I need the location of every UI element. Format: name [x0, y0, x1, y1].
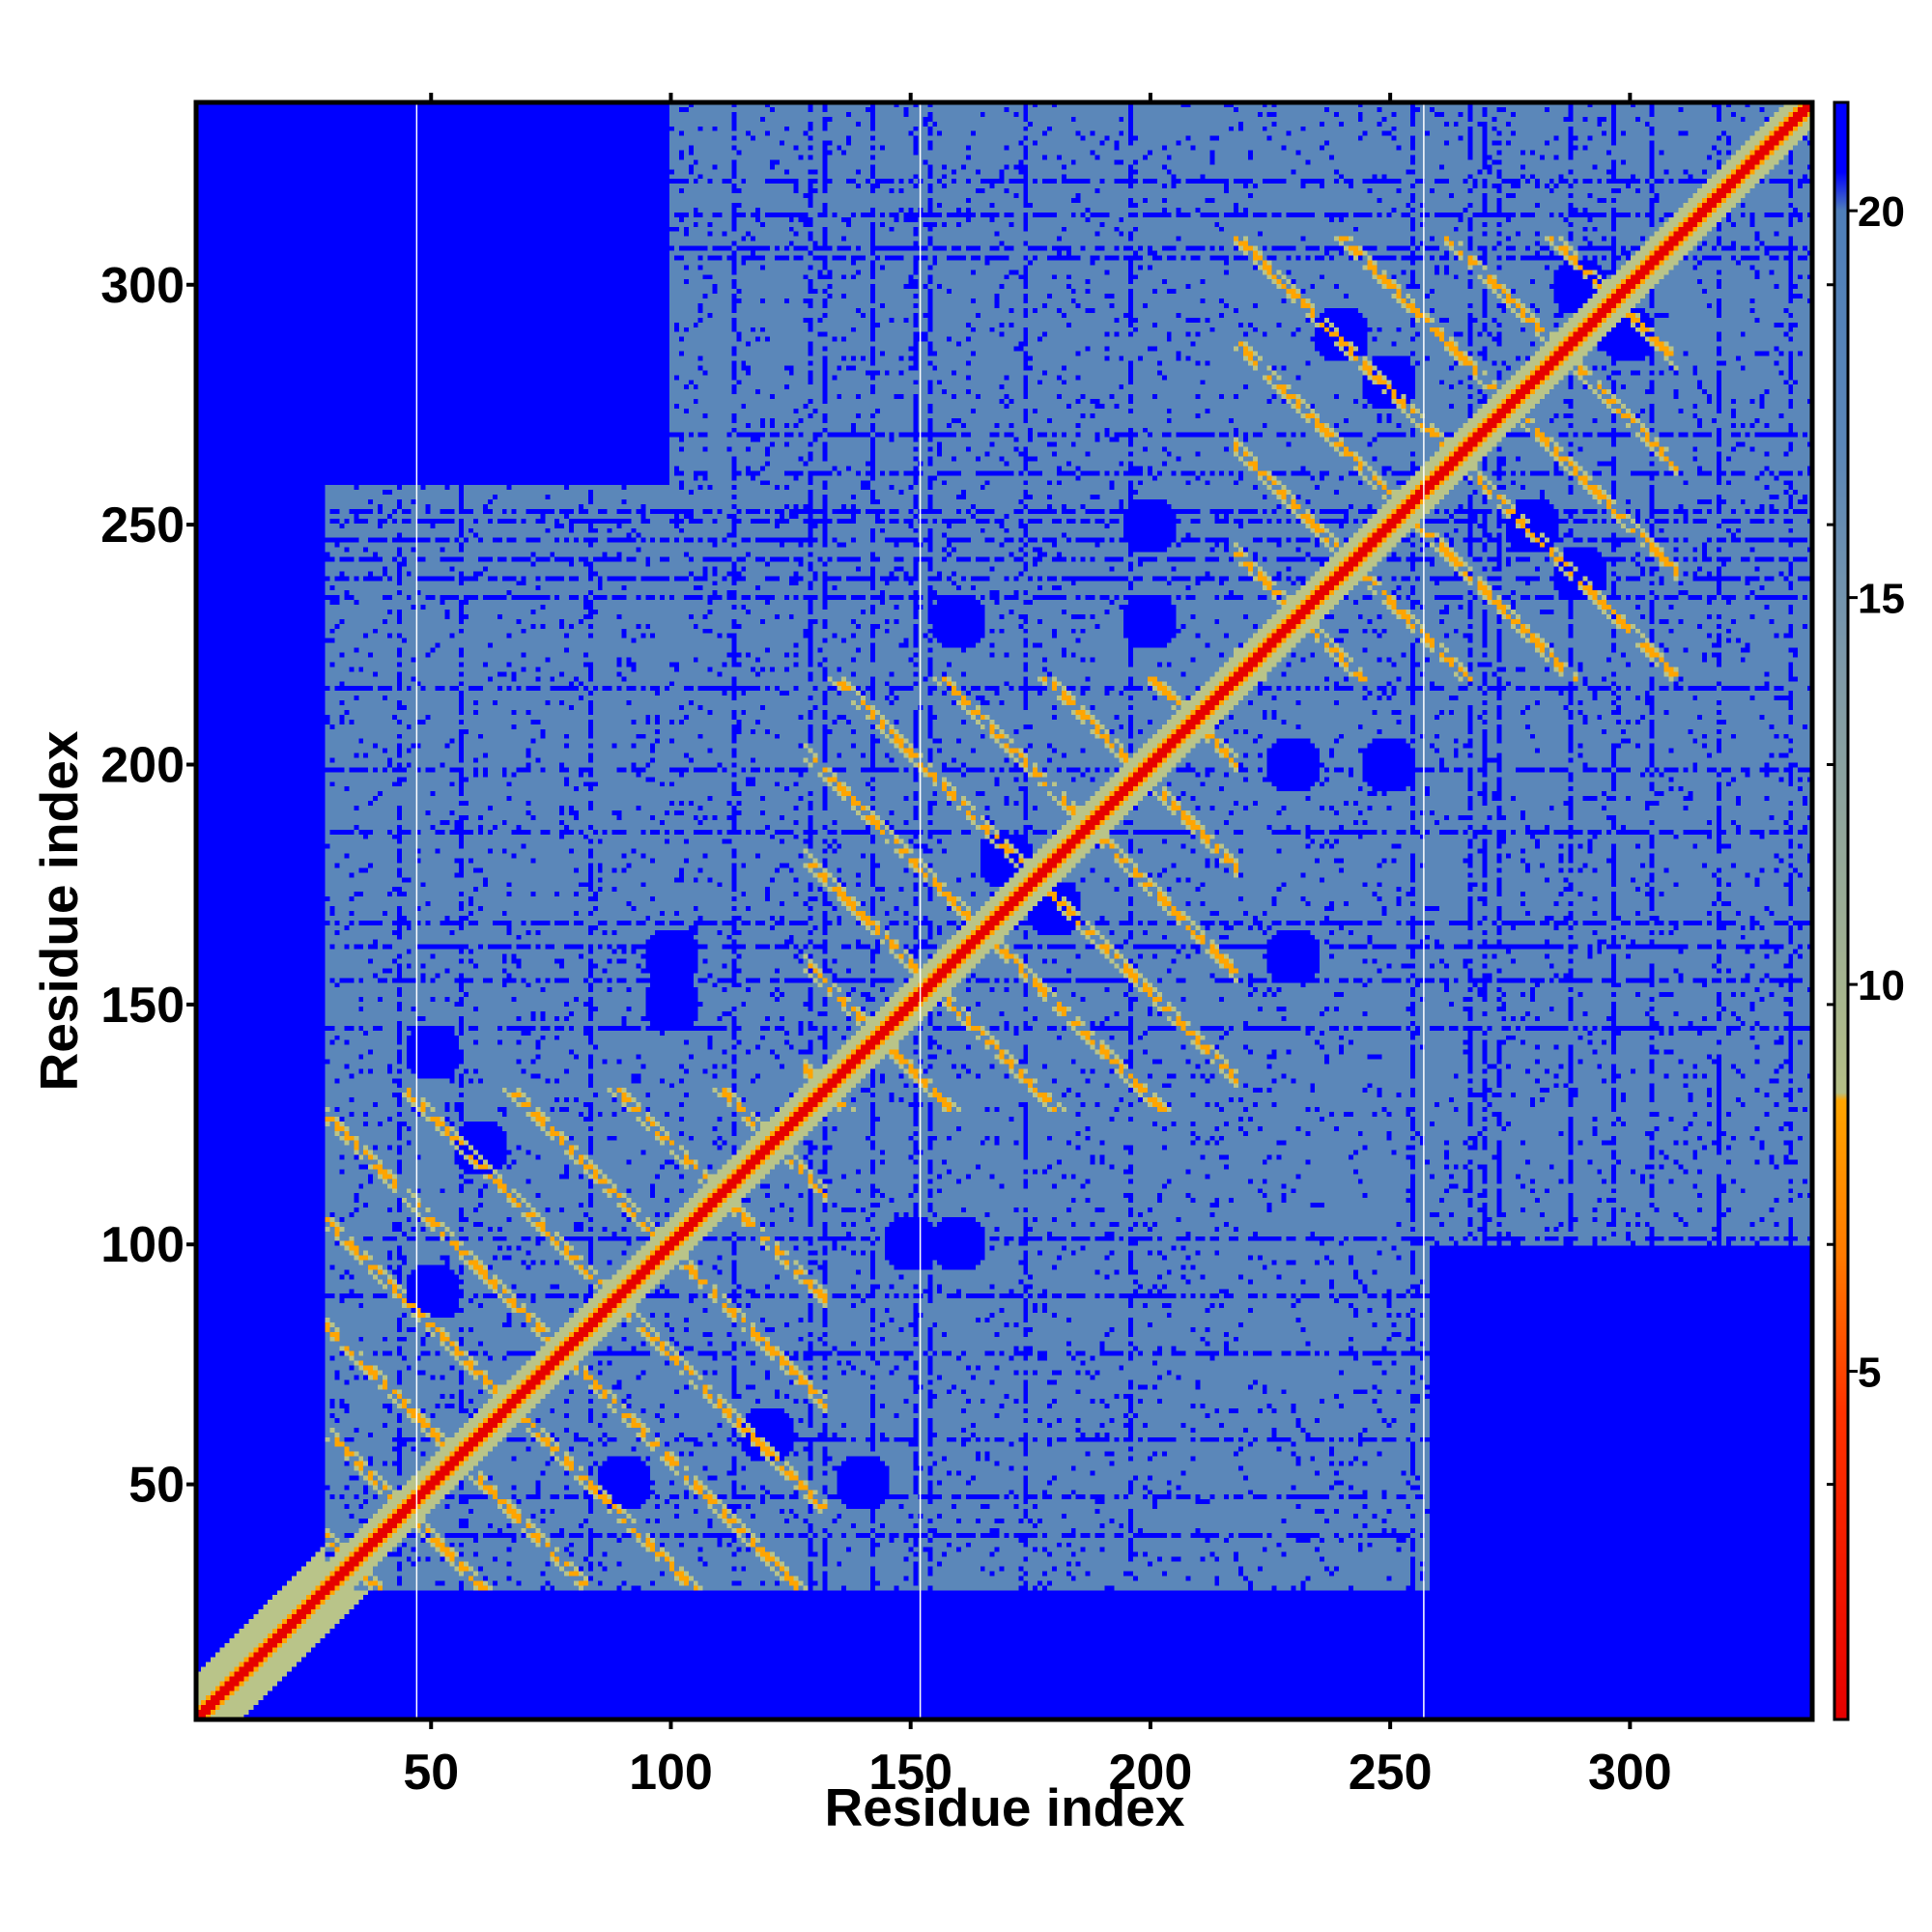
y-tick-label: 100: [100, 1217, 185, 1273]
domain-boundary-lines: [415, 102, 1425, 1719]
x-tick-label: 300: [1588, 1745, 1672, 1801]
x-tick-label: 250: [1349, 1745, 1433, 1801]
y-tick-label: 50: [128, 1458, 185, 1514]
colorbar-tick-label: 15: [1858, 576, 1905, 623]
plot-frame: [193, 99, 1815, 1722]
x-tick-label: 200: [1109, 1745, 1193, 1801]
x-tick-label: 50: [403, 1745, 459, 1801]
colorbar-scale: [1833, 100, 1850, 1721]
colorbar-tick-label: 20: [1858, 188, 1905, 236]
x-axis-ticks: 50 100 150 200 250 300: [403, 93, 1672, 1801]
heatmap: [196, 102, 1812, 1719]
y-tick-label: 300: [100, 258, 185, 314]
y-tick-label: 200: [100, 737, 185, 793]
y-axis-ticks: 50 100 150 200 250 300: [100, 258, 196, 1514]
y-axis-title: Residue index: [29, 730, 89, 1091]
y-tick-label: 150: [100, 978, 185, 1034]
heatmap-image: [196, 102, 1812, 1719]
colorbar-tick-label: 10: [1858, 962, 1905, 1009]
x-axis-title: Residue index: [825, 1777, 1185, 1837]
x-tick-label: 100: [629, 1745, 713, 1801]
colorbar-tick-label: 5: [1858, 1350, 1881, 1397]
colorbar: 5 10 15 20: [1827, 100, 1905, 1721]
y-tick-label: 250: [100, 497, 185, 554]
x-tick-label: 150: [868, 1745, 952, 1801]
